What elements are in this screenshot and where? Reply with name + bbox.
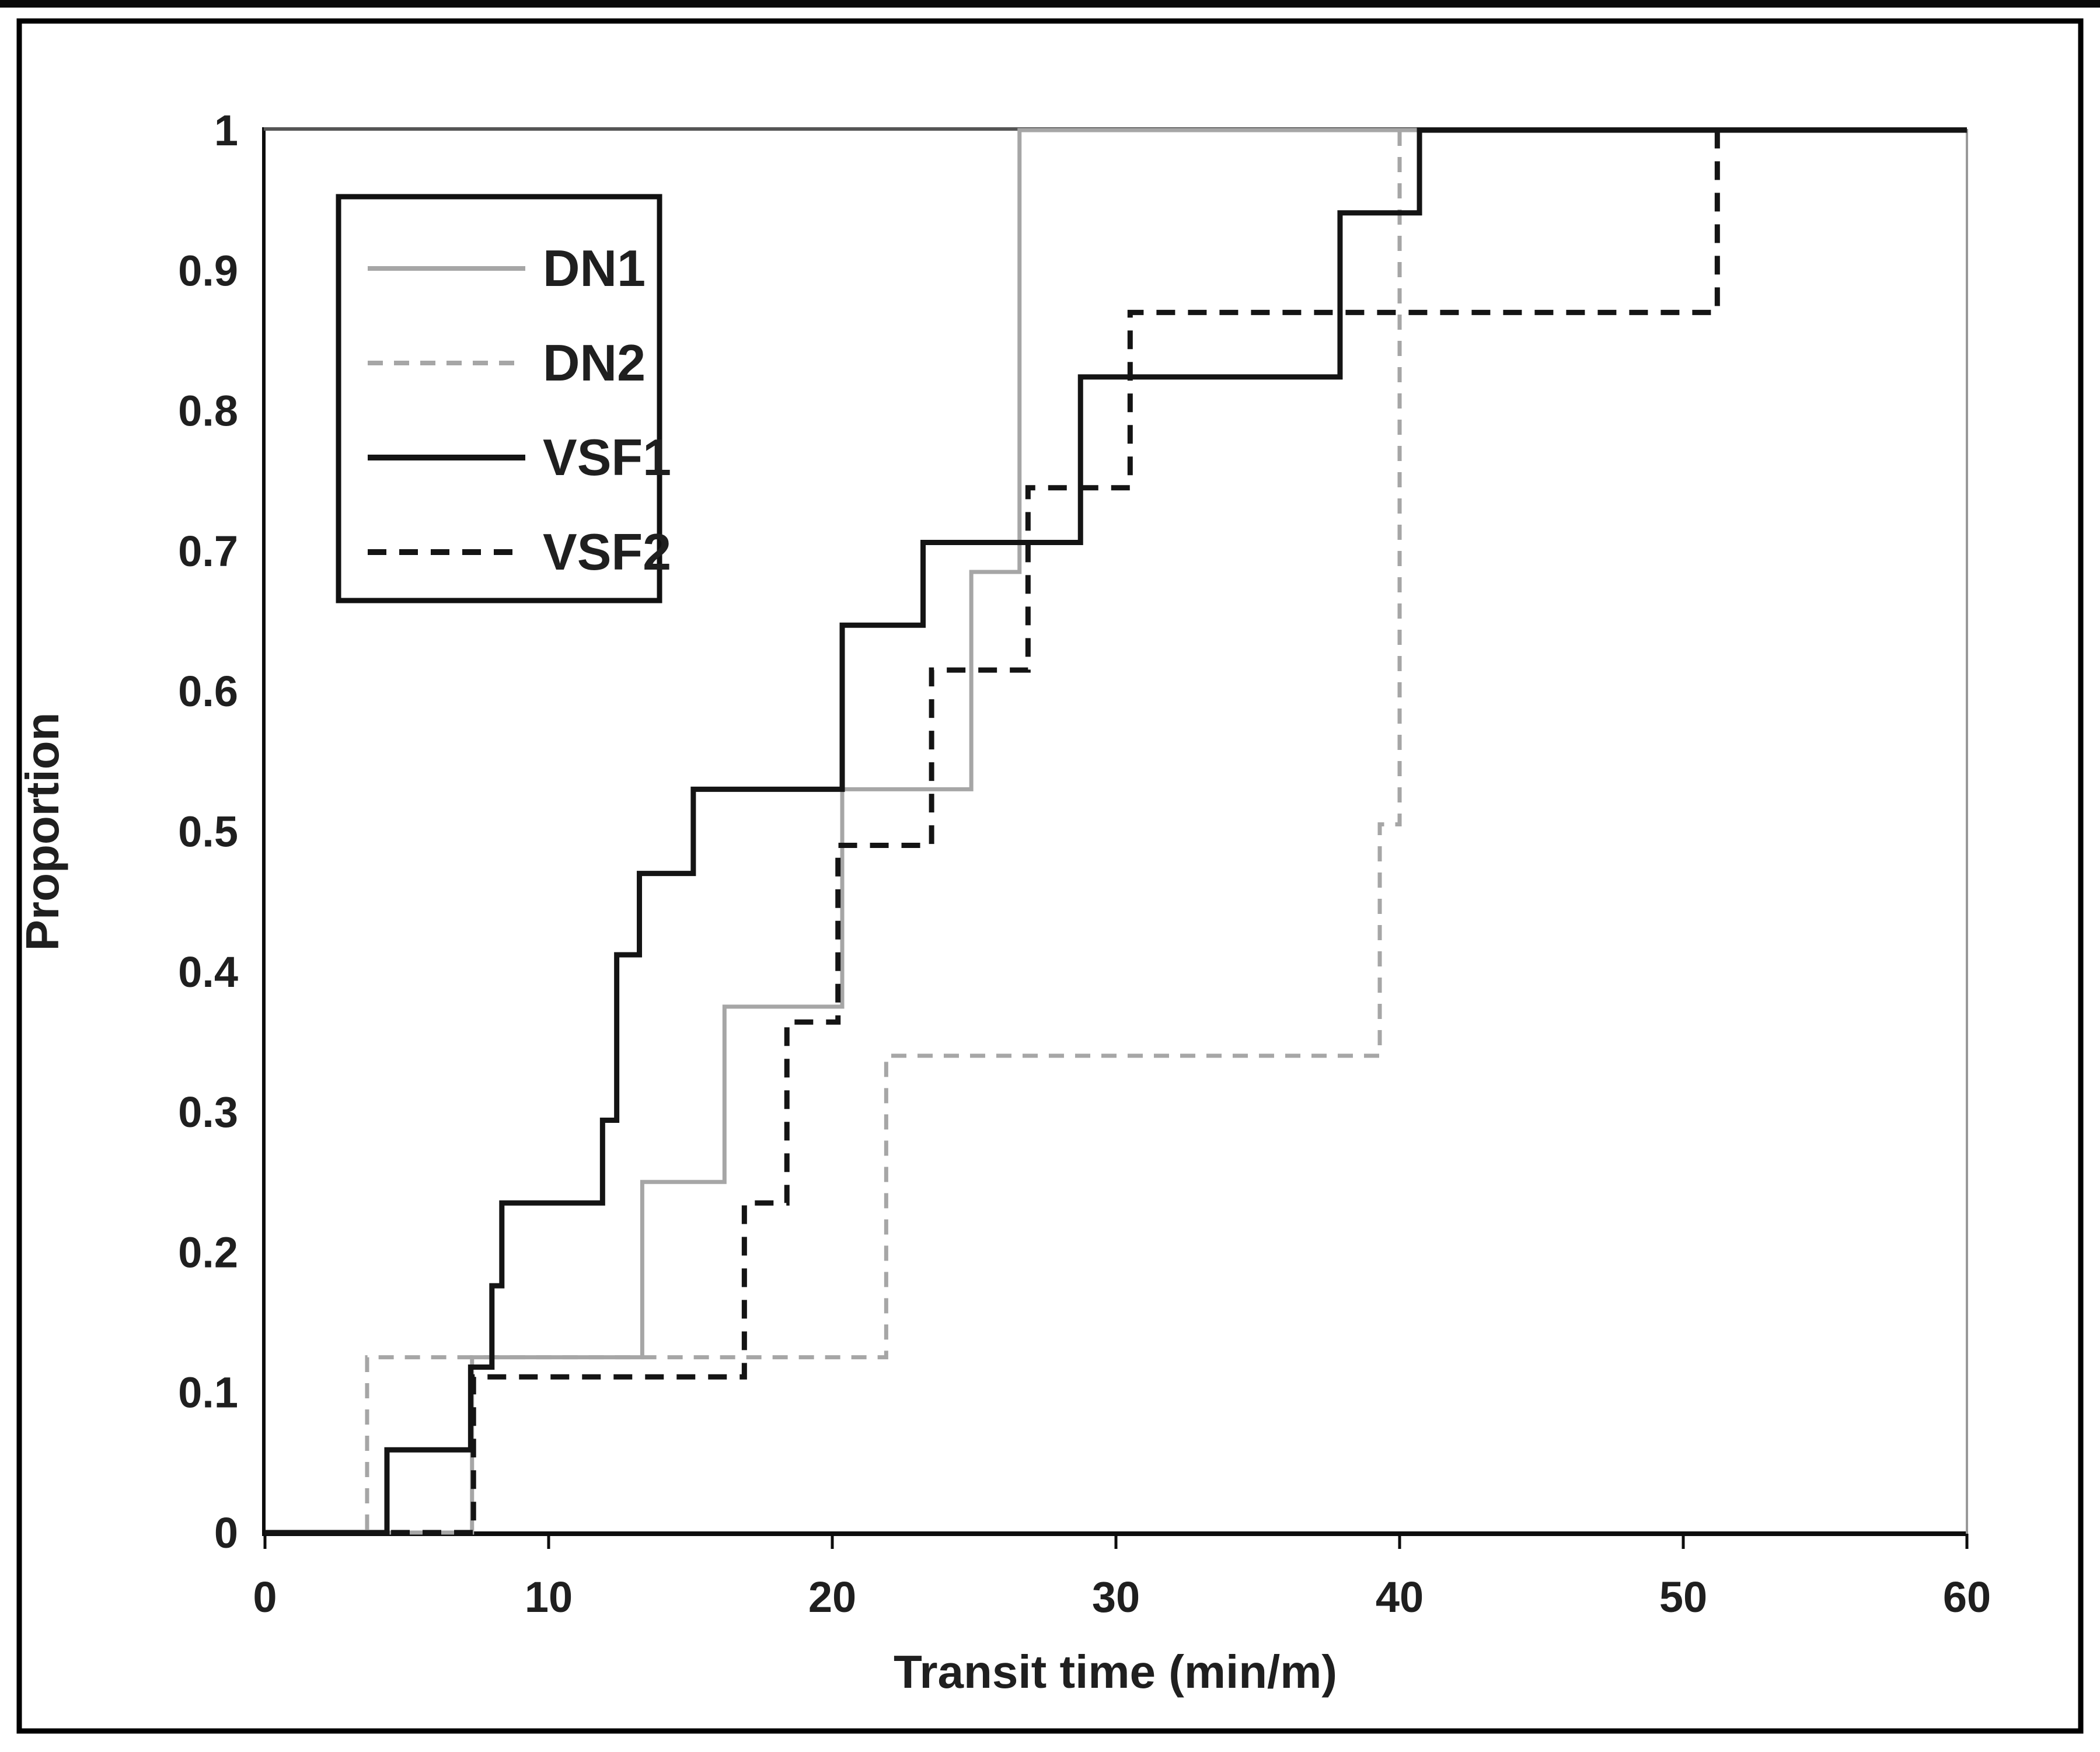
y-tick-label: 0.9: [178, 246, 238, 295]
y-tick-label: 0.4: [178, 948, 238, 996]
legend-entry-VSF2: VSF2: [368, 523, 671, 581]
x-axis-title: Transit time (min/m): [894, 1646, 1337, 1698]
x-tick-label: 10: [525, 1573, 573, 1621]
legend-entry-DN1: DN1: [368, 239, 646, 297]
y-tick-label: 0.5: [178, 808, 238, 856]
x-tick-label: 40: [1376, 1573, 1424, 1621]
legend-box: [336, 194, 662, 603]
x-tick-label: 20: [808, 1573, 856, 1621]
series-VSF2: [265, 127, 1967, 1535]
legend-label: VSF2: [543, 523, 671, 581]
x-tick-label: 0: [253, 1573, 277, 1621]
x-tick-label: 50: [1659, 1573, 1707, 1621]
y-tick-label: 0.7: [178, 527, 238, 575]
y-tick-label: 0.1: [178, 1369, 238, 1417]
figure-border: [16, 18, 2084, 1734]
y-tick-label: 0.6: [178, 667, 238, 716]
series-VSF1: [265, 127, 1967, 1535]
series-DN1: [265, 128, 1967, 1535]
y-axis-title: Proportion: [16, 713, 68, 951]
series-layer: [265, 127, 1967, 1535]
y-tick-label: 0.8: [178, 387, 238, 435]
y-tick-label: 0: [214, 1509, 238, 1557]
legend-label: DN2: [543, 334, 646, 392]
figure-top-strip: [0, 0, 2100, 8]
legend-label: DN1: [543, 239, 646, 297]
y-tick-label: 0.3: [178, 1088, 238, 1136]
x-tick-label: 30: [1092, 1573, 1140, 1621]
y-tick-label: 0.2: [178, 1228, 238, 1276]
axis-labels-layer: 0 10 20 30 40 50 60 0 0.1 0.2 0.3 0.4 0.5 0.6 0.7 0.8 0.…: [16, 106, 1991, 1698]
series-DN2: [265, 128, 1967, 1535]
legend-label: VSF1: [543, 428, 671, 486]
legend-layer: DN1 DN2 VSF1 VSF2: [336, 194, 671, 603]
y-tick-label: 1: [214, 106, 238, 155]
legend-entry-VSF1: VSF1: [368, 428, 671, 486]
x-tick-label: 60: [1943, 1573, 1991, 1621]
legend-entry-DN2: DN2: [368, 334, 646, 392]
